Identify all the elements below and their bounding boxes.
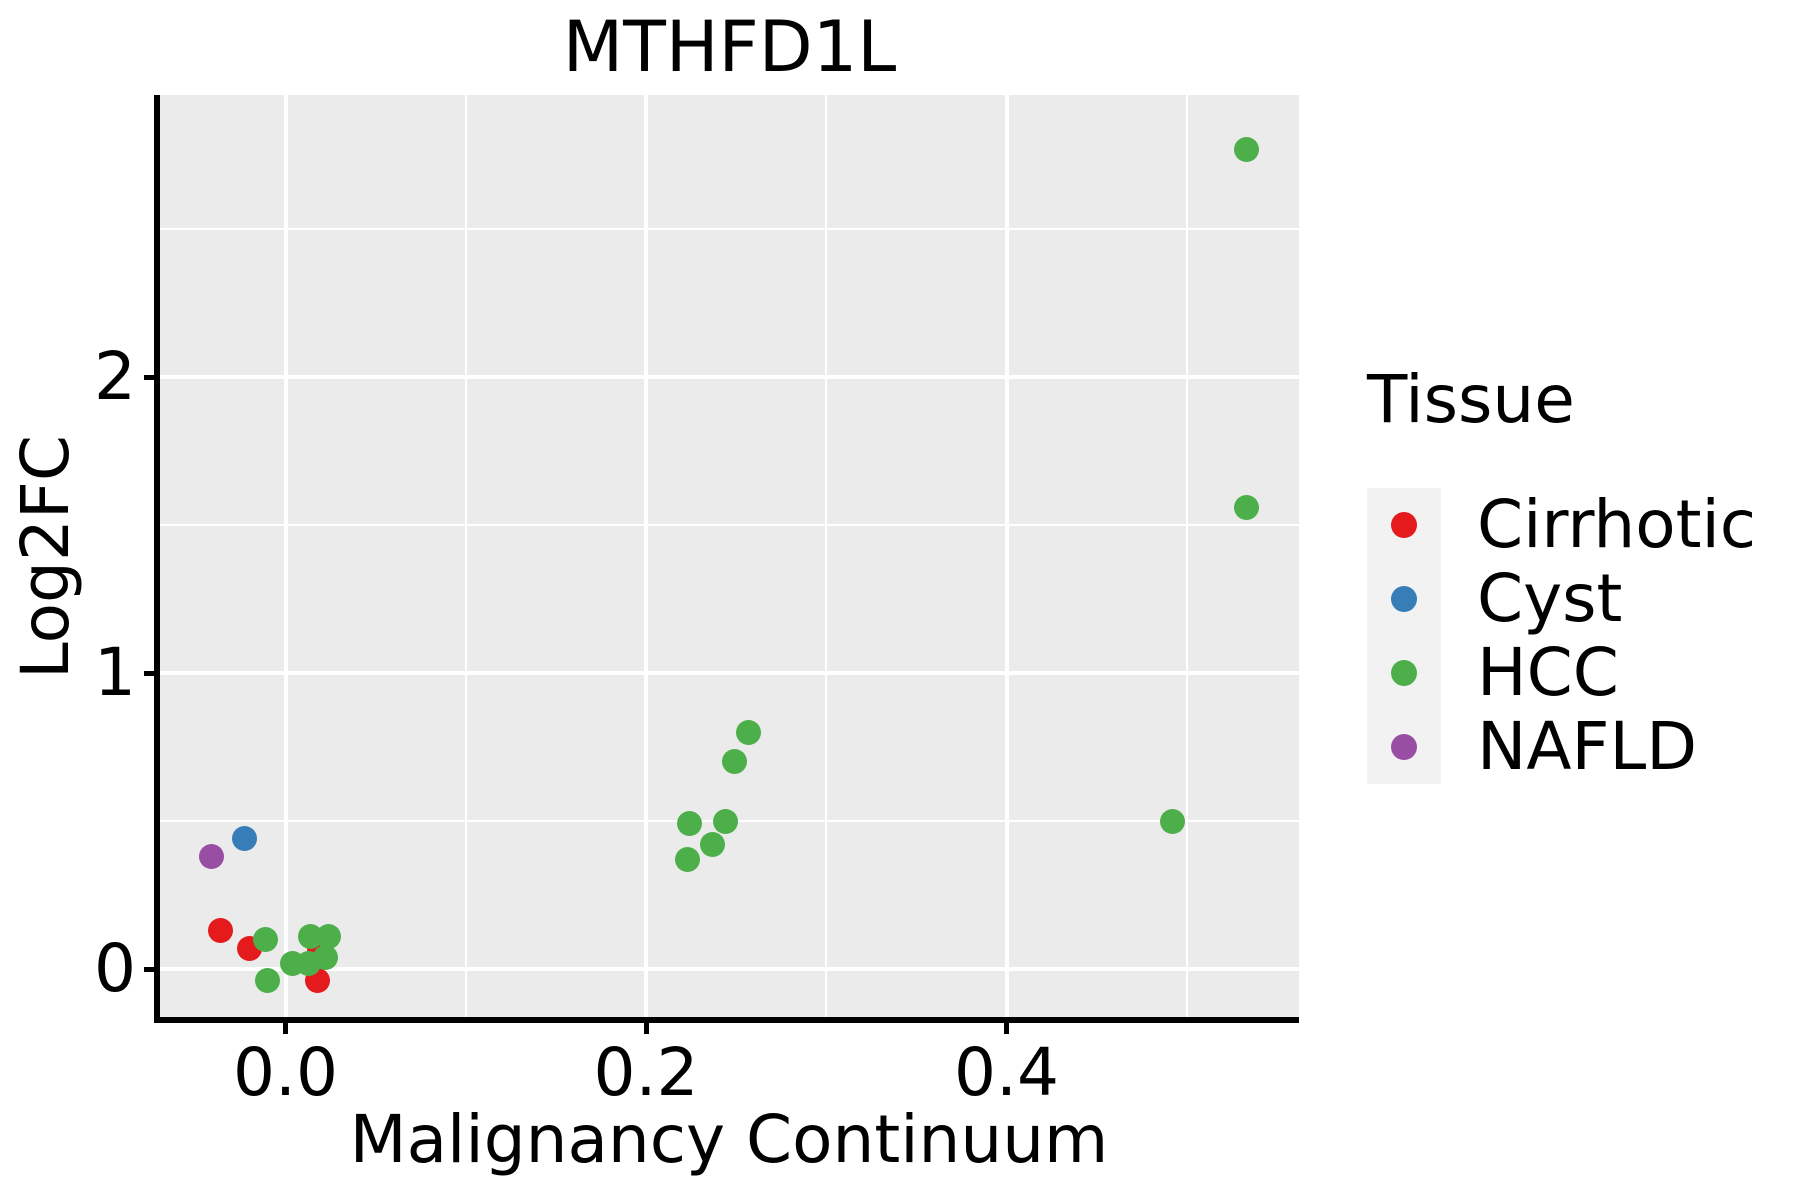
y-tick-label: 1 [94, 634, 136, 711]
x-axis-tick [1004, 1023, 1009, 1034]
y-axis-tick [144, 374, 155, 380]
plot-title: MTHFD1L [562, 6, 897, 88]
legend-key [1367, 710, 1441, 784]
x-minor-gridline [825, 95, 828, 1020]
data-point-hcc [674, 846, 700, 872]
data-point-hcc [1233, 136, 1259, 162]
legend-items: Cirrhotic Cyst HCC NAFLD [1367, 488, 1756, 784]
data-point-cirrhotic [208, 918, 234, 944]
data-point-nafld [199, 844, 225, 870]
data-point-hcc [1233, 494, 1259, 520]
data-point-hcc [700, 832, 726, 858]
y-axis-tick [144, 966, 155, 972]
legend-dot-icon [1391, 660, 1417, 686]
data-point-hcc [254, 968, 280, 994]
x-major-gridline [644, 95, 648, 1020]
legend-item-label: NAFLD [1477, 708, 1698, 785]
x-major-gridline [1004, 95, 1009, 1020]
data-point-hcc [1159, 808, 1185, 834]
legend-key [1367, 488, 1441, 562]
data-point-cyst [231, 826, 257, 852]
y-tick-label: 0 [94, 930, 136, 1007]
legend-item-nafld: NAFLD [1367, 710, 1756, 784]
y-minor-gridline [160, 228, 1299, 230]
x-axis-tick [643, 1023, 649, 1034]
x-axis-tick [283, 1023, 288, 1034]
x-axis-line [154, 1017, 1299, 1023]
legend-item-label: Cirrhotic [1477, 486, 1757, 563]
data-point-hcc [676, 811, 702, 837]
legend-key [1367, 562, 1441, 636]
legend-key [1367, 636, 1441, 710]
data-point-hcc [712, 808, 738, 834]
x-axis-title: Malignancy Continuum [349, 1101, 1109, 1178]
x-major-gridline [283, 95, 288, 1020]
x-minor-gridline [464, 95, 467, 1020]
legend-dot-icon [1391, 512, 1417, 538]
y-tick-label: 2 [94, 338, 136, 415]
x-tick-label: 0.0 [233, 1034, 338, 1111]
x-tick-label: 0.4 [954, 1034, 1059, 1111]
plot-panel [160, 95, 1299, 1020]
legend-item-label: Cyst [1477, 560, 1623, 637]
legend-item-cyst: Cyst [1367, 562, 1756, 636]
y-axis-tick [144, 670, 155, 676]
data-point-hcc [253, 926, 279, 952]
y-major-gridline [160, 967, 1299, 971]
legend-item-hcc: HCC [1367, 636, 1756, 710]
legend-item-label: HCC [1477, 634, 1619, 711]
data-point-hcc [312, 944, 338, 970]
y-major-gridline [160, 671, 1299, 675]
legend-title: Tissue [1367, 361, 1575, 438]
y-major-gridline [160, 375, 1299, 379]
legend-dot-icon [1391, 586, 1417, 612]
legend-dot-icon [1391, 734, 1417, 760]
y-minor-gridline [160, 524, 1299, 526]
data-point-hcc [736, 719, 762, 745]
legend-item-cirrhotic: Cirrhotic [1367, 488, 1756, 562]
x-minor-gridline [1185, 95, 1188, 1020]
x-tick-label: 0.2 [593, 1034, 699, 1111]
legend: Tissue Cirrhotic Cyst HCC NAFLD [1367, 367, 1756, 784]
data-point-hcc [316, 923, 342, 949]
data-point-hcc [721, 749, 747, 775]
y-axis-line [154, 95, 160, 1023]
